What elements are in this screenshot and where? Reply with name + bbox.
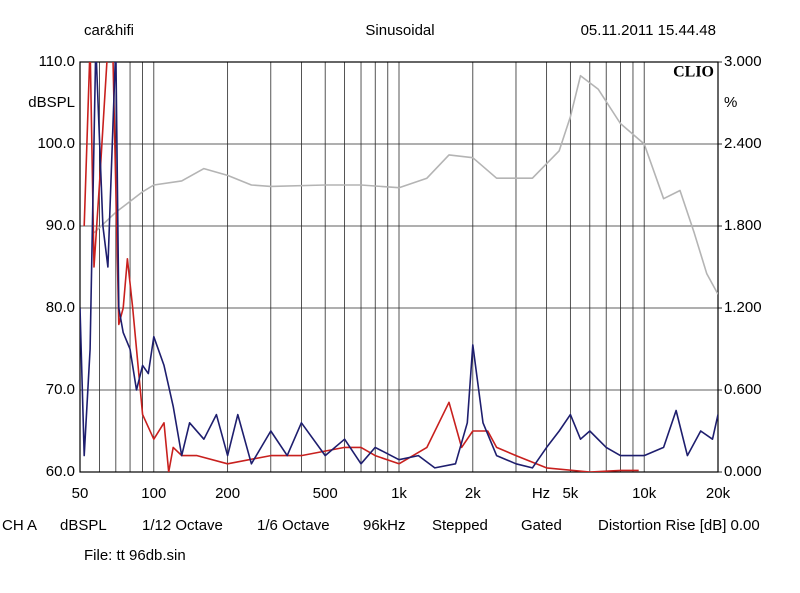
footer-file: File: tt 96db.sin [84, 547, 186, 564]
y-axis-label: dBSPL [28, 94, 75, 111]
y2-axis-label: % [724, 94, 737, 111]
footer-smoothing: 1/6 Octave [257, 517, 330, 534]
x-unit-label: Hz [532, 485, 550, 502]
footer-resolution: 1/12 Octave [142, 517, 223, 534]
y-tick-label: 90.0 [46, 217, 75, 234]
brand-label: CLIO [673, 64, 714, 81]
x-tick-label: 20k [706, 485, 731, 502]
header-left: car&hifi [84, 22, 134, 39]
footer-rate: 96kHz [363, 517, 406, 534]
y-tick-label: 60.0 [46, 463, 75, 480]
y2-tick-label: 0.600 [724, 381, 762, 398]
footer-distortion: Distortion Rise [dB] 0.00 [598, 517, 760, 534]
x-tick-label: 500 [313, 485, 338, 502]
y2-tick-label: 2.400 [724, 135, 762, 152]
y-tick-label: 100.0 [37, 135, 75, 152]
x-tick-label: 1k [391, 485, 407, 502]
x-tick-label: 5k [562, 485, 578, 502]
y-tick-label: 70.0 [46, 381, 75, 398]
x-tick-label: 200 [215, 485, 240, 502]
x-tick-label: 100 [141, 485, 166, 502]
y2-tick-label: 3.000 [724, 53, 762, 70]
footer-channel: CH A [2, 517, 37, 534]
y-tick-label: 110.0 [39, 53, 75, 70]
y2-tick-label: 0.000 [724, 463, 762, 480]
y2-tick-label: 1.200 [724, 299, 762, 316]
header-center: Sinusoidal [365, 22, 434, 39]
data-line [80, 62, 718, 469]
y-tick-label: 80.0 [46, 299, 75, 316]
plot-area [80, 62, 718, 472]
footer-unit: dBSPL [60, 517, 107, 534]
footer-mode: Stepped [432, 517, 488, 534]
footer-gating: Gated [521, 517, 562, 534]
plot-frame [79, 61, 719, 473]
x-tick-label: 2k [465, 485, 481, 502]
x-tick-label: 10k [632, 485, 657, 502]
y2-tick-label: 1.800 [724, 217, 762, 234]
header-right: 05.11.2011 15.44.48 [581, 22, 716, 39]
x-tick-label: 50 [72, 485, 89, 502]
data-line [93, 74, 718, 295]
